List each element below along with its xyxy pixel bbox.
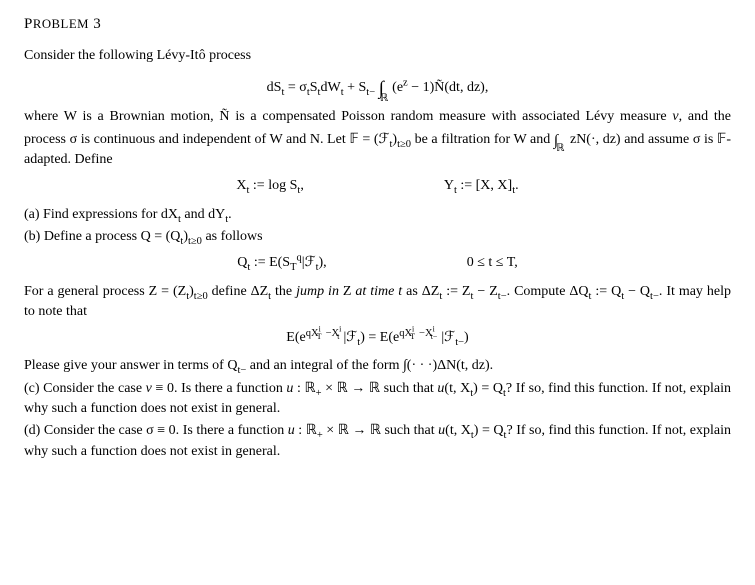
eq3-right: 0 ≤ t ≤ T, [467,253,518,273]
eq2-right: Yt := [X, X]t. [444,176,519,196]
after-eq3: For a general process Z = (Zt)t≥0 define… [24,282,731,323]
part-d: (d) Consider the case σ ≡ 0. Is there a … [24,421,731,462]
part-b: (b) Define a process Q = (Qt)t≥0 as foll… [24,227,731,247]
problem-heading: PROBLEM 3 [24,14,731,36]
eq4-content: E(eqXiT−Xit|ℱt) = E(eqXiT−Xit−|ℱt−) [286,330,468,345]
intro-text: Consider the following Lévy-Itô process [24,46,731,66]
equation-4: E(eqXiT−Xit|ℱt) = E(eqXiT−Xit−|ℱt−) [24,328,731,348]
eq2-left: Xt := log St, [236,176,303,196]
after-eq4: Please give your answer in terms of Qt− … [24,356,731,376]
after-eq1: where W is a Brownian motion, Ñ is a com… [24,107,731,170]
equation-3: Qt := E(STq|ℱt), 0 ≤ t ≤ T, [24,253,731,273]
eq1-content: dSt = σtStdWt + St− ∫ℝ(ez − 1)Ñ(dt, dz), [267,80,489,95]
part-a: (a) Find expressions for dXt and dYt. [24,205,731,225]
eq3-left: Qt := E(STq|ℱt), [237,253,326,273]
part-c: (c) Consider the case ν ≡ 0. Is there a … [24,379,731,420]
equation-2: Xt := log St, Yt := [X, X]t. [24,176,731,196]
heading-text: PROBLEM 3 [24,16,101,32]
equation-1: dSt = σtStdWt + St− ∫ℝ(ez − 1)Ñ(dt, dz), [24,72,731,99]
problem-container: PROBLEM 3 Consider the following Lévy-It… [0,0,755,585]
